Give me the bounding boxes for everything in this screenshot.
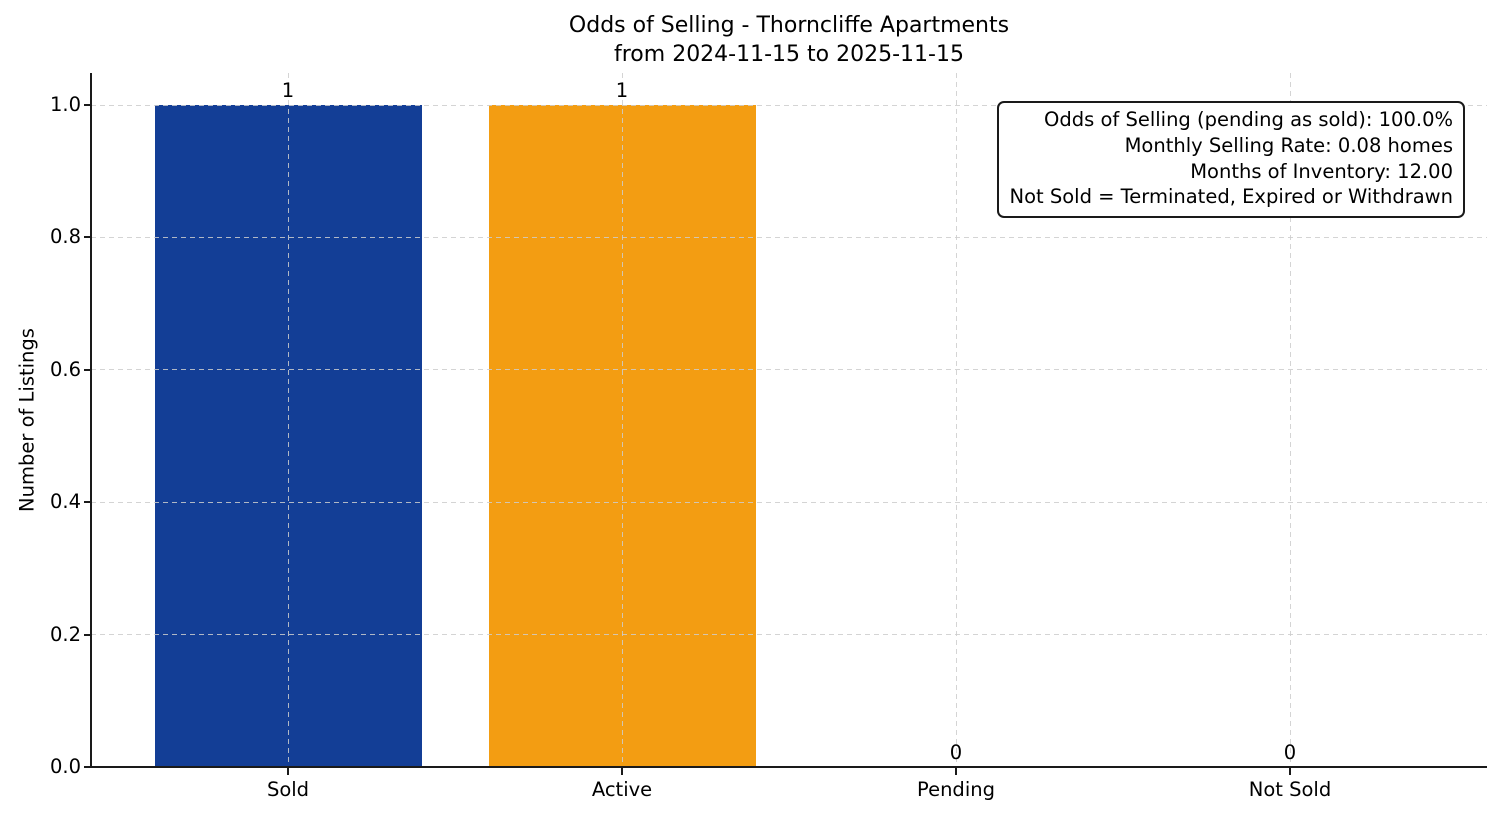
y-tick-mark <box>84 633 91 636</box>
y-tick-label: 1.0 <box>49 93 81 116</box>
y-tick-label: 0.6 <box>49 357 81 381</box>
annotation-line-not-sold-note: Not Sold = Terminated, Expired or Withdr… <box>1009 185 1453 209</box>
annotation-line-odds: Odds of Selling (pending as sold): 100.0… <box>1043 108 1453 131</box>
annotation-line-months-inventory: Months of Inventory: 12.00 <box>1190 159 1453 183</box>
vertical-gridline <box>955 73 957 767</box>
y-tick-label: 0.2 <box>49 622 81 646</box>
y-axis-label-text: Number of Listings <box>15 328 39 512</box>
horizontal-gridline <box>91 369 1487 371</box>
y-tick-mark <box>84 236 91 239</box>
y-axis-spine <box>90 73 92 768</box>
x-tick-label-active: Active <box>591 778 653 801</box>
x-axis-spine <box>89 766 1487 768</box>
bar-value-label-active: 1 <box>615 79 629 102</box>
horizontal-gridline <box>91 236 1487 238</box>
x-tick-mark <box>1289 768 1291 775</box>
x-tick-mark <box>621 768 623 775</box>
horizontal-gridline <box>91 501 1487 503</box>
x-tick-label-not-sold: Not Sold <box>1248 778 1332 801</box>
bar-value-label-sold: 1 <box>281 79 295 102</box>
bar-value-label-not-sold: 0 <box>1283 741 1297 764</box>
y-tick-mark <box>84 501 91 504</box>
x-tick-mark <box>287 768 289 775</box>
x-tick-label-pending: Pending <box>917 778 995 801</box>
y-tick-mark <box>84 104 91 106</box>
y-tick-mark <box>84 766 91 768</box>
y-tick-label: 0.8 <box>49 225 81 249</box>
horizontal-gridline <box>91 104 1487 106</box>
vertical-gridline <box>287 73 289 767</box>
chart-title-line1: Odds of Selling - Thorncliffe Apartments <box>568 13 1010 38</box>
bar-value-label-pending: 0 <box>949 741 963 764</box>
annotation-line-monthly-rate: Monthly Selling Rate: 0.08 homes <box>1124 133 1453 157</box>
y-tick-label: 0.4 <box>49 490 81 514</box>
stats-annotation-box: Odds of Selling (pending as sold): 100.0… <box>997 101 1465 219</box>
chart-title-line2: from 2024-11-15 to 2025-11-15 <box>614 42 964 67</box>
x-tick-mark <box>955 768 957 775</box>
vertical-gridline <box>1289 73 1291 767</box>
horizontal-gridline <box>91 634 1487 636</box>
vertical-gridline <box>621 73 623 767</box>
chart-title: Odds of Selling - Thorncliffe Apartments… <box>91 11 1487 69</box>
x-tick-label-sold: Sold <box>266 778 310 801</box>
y-tick-label: 0.0 <box>49 755 81 778</box>
y-tick-mark <box>84 368 91 371</box>
